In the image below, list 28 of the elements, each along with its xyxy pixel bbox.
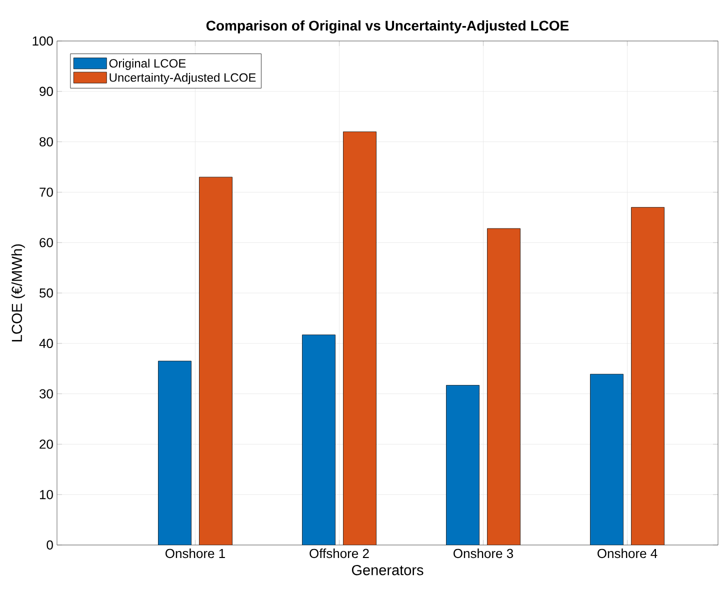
bar: [302, 334, 336, 545]
bar: [199, 176, 232, 545]
x-tick-label: Onshore 4: [598, 548, 658, 558]
bar: [446, 385, 480, 545]
bar: [590, 374, 624, 545]
x-tick-label: Onshore 3: [454, 548, 514, 558]
bar: [631, 207, 664, 545]
y-tick-label: 70: [40, 188, 53, 197]
y-tick-label: 30: [40, 389, 53, 398]
y-tick-label: 50: [40, 288, 53, 298]
y-axis-title: LCOE (€/MWh): [11, 244, 25, 342]
x-tick-label: Offshore 2: [310, 548, 369, 558]
chart-title: Comparison of Original vs Uncertainty-Adjusted LCOE: [206, 20, 569, 34]
bar: [487, 228, 520, 545]
legend-label: Uncertainty-Adjusted LCOE: [110, 72, 256, 84]
y-tick-label: 100: [32, 36, 53, 46]
bar: [343, 132, 376, 545]
y-tick-label: 60: [40, 238, 53, 248]
x-tick-label: Onshore 1: [166, 548, 225, 558]
y-tick-label: 80: [40, 137, 53, 146]
legend-label: Original LCOE: [109, 58, 186, 70]
y-tick-label: 90: [40, 86, 53, 96]
y-tick-label: 20: [40, 440, 53, 449]
y-tick-label: 0: [46, 540, 53, 550]
y-tick-label: 10: [40, 490, 53, 500]
y-tick-label: 40: [39, 338, 53, 348]
bar: [158, 360, 192, 545]
x-axis-title: Generators: [352, 564, 424, 576]
